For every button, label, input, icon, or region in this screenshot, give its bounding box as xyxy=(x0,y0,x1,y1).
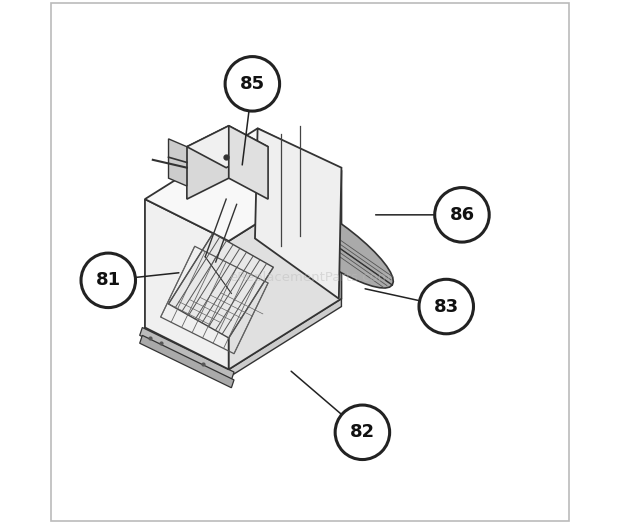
Polygon shape xyxy=(140,335,234,388)
Polygon shape xyxy=(229,170,342,369)
Circle shape xyxy=(419,279,474,334)
Text: eReplacementParts.com: eReplacementParts.com xyxy=(229,271,391,284)
Polygon shape xyxy=(187,126,229,199)
Polygon shape xyxy=(169,233,273,338)
Circle shape xyxy=(225,57,280,111)
Polygon shape xyxy=(140,328,234,380)
Polygon shape xyxy=(145,199,229,369)
Polygon shape xyxy=(229,299,342,377)
Polygon shape xyxy=(229,126,268,199)
Polygon shape xyxy=(258,189,393,288)
Text: 82: 82 xyxy=(350,423,375,441)
Polygon shape xyxy=(145,328,229,377)
Text: 83: 83 xyxy=(433,298,459,315)
Polygon shape xyxy=(145,128,342,241)
Polygon shape xyxy=(255,128,342,299)
Text: 85: 85 xyxy=(240,75,265,93)
Polygon shape xyxy=(187,126,268,168)
Circle shape xyxy=(81,253,136,308)
Circle shape xyxy=(335,405,389,460)
Text: 86: 86 xyxy=(450,206,474,224)
Text: 81: 81 xyxy=(95,271,121,289)
Polygon shape xyxy=(169,139,187,186)
Polygon shape xyxy=(145,257,342,369)
Circle shape xyxy=(435,188,489,242)
